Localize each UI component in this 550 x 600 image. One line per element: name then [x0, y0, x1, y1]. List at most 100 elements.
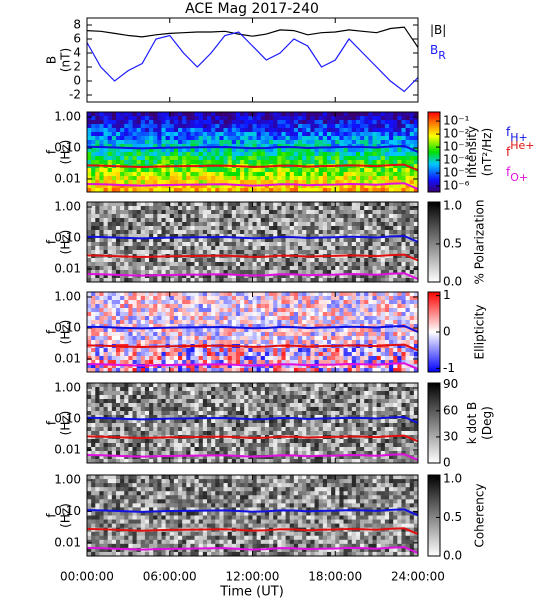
spectrogram-cell	[393, 218, 398, 223]
spectrogram-cell	[235, 160, 241, 165]
spectrogram-cell	[194, 266, 200, 271]
spectrogram-cell	[120, 136, 125, 141]
spectrogram-cell	[401, 300, 406, 305]
spectrogram-cell	[248, 262, 253, 267]
spectrogram-cell	[335, 238, 340, 243]
spectrogram-cell	[107, 250, 113, 255]
spectrogram-cell	[289, 156, 295, 161]
spectrogram-cell	[384, 210, 390, 215]
spectrogram-cell	[318, 152, 324, 157]
spectrogram-cell	[206, 383, 212, 388]
spectrogram-cell	[389, 184, 394, 189]
spectrogram-cell	[322, 300, 328, 305]
spectrogram-cell	[310, 176, 315, 181]
spectrogram-cell	[206, 238, 212, 243]
spectrogram-cell	[240, 278, 245, 283]
spectrogram-cell	[136, 266, 142, 271]
spectrogram-cell	[306, 312, 311, 317]
spectrogram-cell	[161, 148, 167, 153]
spectrogram-cell	[124, 176, 129, 181]
spectrogram-cell	[173, 312, 179, 317]
spectrogram-cell	[120, 242, 125, 247]
spectrogram-cell	[198, 234, 204, 239]
spectrogram-cell	[132, 202, 138, 207]
spectrogram-cell	[120, 262, 125, 267]
spectrogram-cell	[206, 320, 212, 325]
spectrogram-cell	[339, 148, 344, 153]
spectrogram-cell	[384, 336, 390, 341]
spectrogram-cell	[306, 336, 311, 341]
spectrogram-cell	[219, 238, 224, 243]
spectrogram-cell	[240, 176, 245, 181]
spectrogram-cell	[248, 340, 253, 345]
spectrogram-cell	[173, 258, 179, 263]
spectrogram-cell	[264, 304, 270, 309]
spectrogram-cell	[206, 266, 212, 271]
spectrogram-cell	[355, 176, 361, 181]
spectrogram-cell	[281, 316, 286, 321]
spectrogram-cell	[355, 210, 361, 215]
spectrogram-cell	[401, 148, 406, 153]
spectrogram-cell	[244, 124, 249, 129]
spectrogram-cell	[198, 120, 204, 125]
spectrogram-cell	[306, 148, 311, 153]
spectrogram-cell	[248, 206, 253, 211]
spectrogram-cell	[372, 300, 378, 305]
spectrogram-cell	[248, 238, 253, 243]
spectrogram-cell	[401, 176, 406, 181]
spectrogram-cell	[339, 328, 344, 333]
spectrogram-cell	[178, 218, 183, 223]
spectrogram-cell	[293, 132, 299, 137]
spectrogram-cell	[413, 368, 419, 373]
spectrogram-cell	[190, 156, 195, 161]
spectrogram-cell	[269, 140, 274, 145]
spectrogram-cell	[202, 180, 208, 185]
spectrogram-cell	[269, 184, 274, 189]
spectrogram-cell	[211, 120, 216, 125]
spectrogram-cell	[331, 230, 336, 235]
spectrogram-cell	[128, 328, 133, 333]
spectrogram-cell	[285, 152, 291, 157]
spectrogram-cell	[198, 140, 204, 145]
spectrogram-cell	[111, 206, 117, 211]
spectrogram-cell	[103, 360, 109, 365]
spectrogram-cell	[298, 168, 303, 173]
spectrogram-cell	[397, 246, 402, 251]
spectrogram-cell	[198, 300, 204, 305]
spectrogram-cell	[335, 274, 340, 279]
spectrogram-cell	[140, 270, 146, 275]
spectrogram-cell	[326, 172, 332, 177]
spectrogram-cell	[289, 222, 295, 227]
spectrogram-cell	[273, 188, 278, 193]
spectrogram-cell	[103, 383, 109, 388]
spectrogram-cell	[165, 222, 171, 227]
spectrogram-cell	[219, 172, 224, 177]
spectrogram-cell	[190, 324, 195, 329]
spectrogram-cell	[103, 238, 109, 243]
spectrogram-cell	[405, 218, 411, 223]
spectrogram-cell	[87, 218, 92, 223]
spectrogram-cell	[351, 360, 357, 365]
spectrogram-cell	[335, 336, 340, 341]
spectrogram-cell	[397, 360, 402, 365]
spectrogram-cell	[372, 312, 378, 317]
spectrogram-cell	[306, 176, 311, 181]
spectrogram-cell	[397, 136, 402, 141]
spectrogram-cell	[178, 320, 183, 325]
spectrogram-cell	[120, 320, 125, 325]
spectrogram-cell	[120, 210, 125, 215]
spectrogram-cell	[343, 148, 349, 153]
spectrogram-cell	[314, 352, 320, 357]
spectrogram-cell	[252, 320, 258, 325]
spectrogram-cell	[95, 262, 100, 267]
spectrogram-cell	[194, 356, 200, 361]
spectrogram-cell	[306, 116, 311, 121]
spectrogram-cell	[343, 308, 349, 313]
spectrogram-cell	[256, 230, 262, 235]
spectrogram-cell	[368, 332, 373, 337]
spectrogram-cell	[161, 180, 167, 185]
spectrogram-cell	[206, 348, 212, 353]
spectrogram-cell	[389, 148, 394, 153]
spectrogram-cell	[393, 226, 398, 231]
spectrogram-cell	[298, 364, 303, 369]
